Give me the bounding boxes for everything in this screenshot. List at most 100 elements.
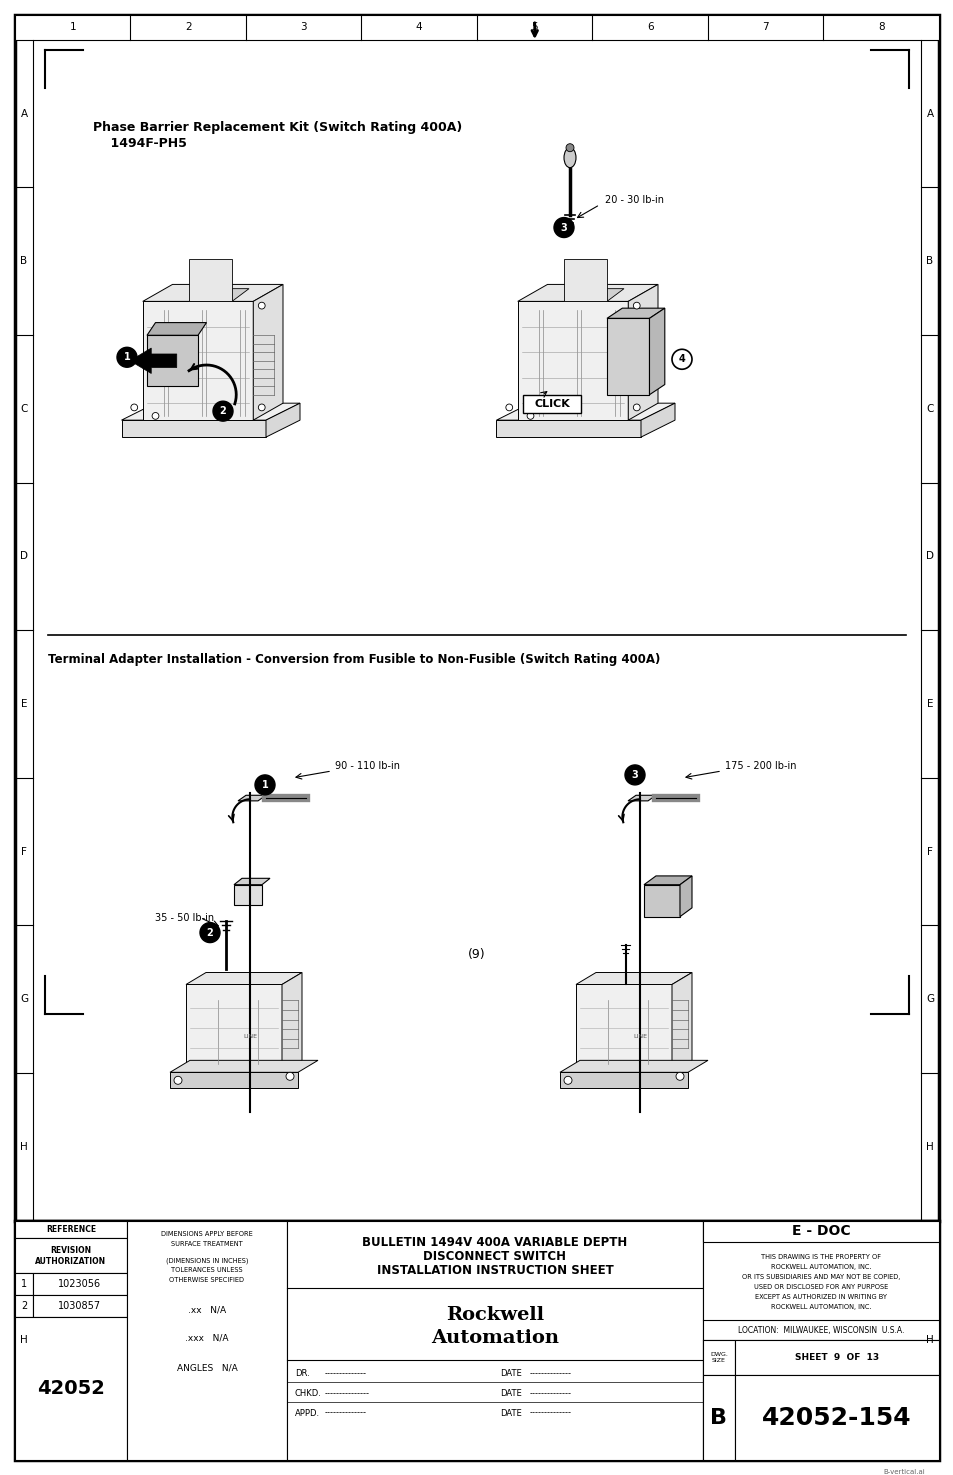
Text: 1: 1 (261, 780, 268, 791)
Circle shape (563, 1077, 572, 1084)
Text: G: G (925, 994, 933, 1004)
Polygon shape (170, 1061, 317, 1072)
Polygon shape (559, 1072, 687, 1089)
Text: 6: 6 (646, 22, 653, 32)
Polygon shape (517, 285, 658, 301)
Bar (702, 1220, 938, 1460)
Text: APPD.: APPD. (294, 1409, 320, 1417)
Text: B: B (710, 1407, 727, 1428)
Text: .xxx   N/A: .xxx N/A (185, 1333, 229, 1342)
Text: LOCATION:  MILWAUKEE, WISCONSIN  U.S.A.: LOCATION: MILWAUKEE, WISCONSIN U.S.A. (737, 1326, 903, 1335)
Polygon shape (576, 972, 691, 984)
Polygon shape (186, 984, 282, 1072)
Text: 3: 3 (300, 22, 307, 32)
Circle shape (671, 350, 691, 369)
Polygon shape (576, 984, 671, 1072)
Polygon shape (628, 285, 658, 420)
Circle shape (200, 923, 220, 943)
Circle shape (554, 217, 574, 237)
Text: --------------: -------------- (530, 1369, 572, 1378)
Text: B-vertical.ai: B-vertical.ai (882, 1469, 924, 1475)
Bar (15, 1239, 127, 1273)
Text: F: F (21, 847, 27, 857)
Text: 1030857: 1030857 (58, 1301, 101, 1311)
Text: ---------------: --------------- (325, 1388, 370, 1398)
Bar (15, 1273, 33, 1295)
Bar (15, 1295, 33, 1317)
Text: 3: 3 (631, 770, 638, 780)
Bar (15, 1220, 127, 1239)
Circle shape (258, 404, 265, 412)
Text: SURFACE TREATMENT: SURFACE TREATMENT (171, 1242, 243, 1248)
Text: 8: 8 (877, 22, 883, 32)
Circle shape (213, 401, 233, 422)
Text: 3: 3 (560, 223, 567, 233)
Text: DWG.
SIZE: DWG. SIZE (709, 1351, 727, 1363)
Text: B: B (925, 257, 933, 267)
Text: --------------: -------------- (530, 1409, 572, 1417)
Bar (33, 1295, 127, 1317)
Text: 2: 2 (21, 1301, 27, 1311)
Bar (15, 1317, 127, 1460)
Circle shape (152, 413, 159, 419)
Text: 42052: 42052 (37, 1379, 105, 1398)
Bar (33, 1273, 127, 1295)
Polygon shape (643, 885, 679, 916)
Polygon shape (147, 323, 206, 335)
Text: H: H (20, 1142, 28, 1152)
Text: 1: 1 (21, 1279, 27, 1289)
Text: H: H (20, 1335, 28, 1345)
Polygon shape (130, 348, 176, 373)
Text: (9): (9) (468, 948, 485, 962)
Text: LINE: LINE (633, 1034, 646, 1038)
Ellipse shape (563, 148, 576, 168)
Text: Automation: Automation (431, 1329, 558, 1347)
Text: 1: 1 (70, 22, 76, 32)
Bar (15, 15, 938, 1220)
Text: --------------: -------------- (325, 1369, 367, 1378)
Circle shape (527, 413, 534, 419)
Circle shape (676, 1072, 683, 1080)
Text: A: A (20, 109, 28, 118)
Text: (DIMENSIONS IN INCHES): (DIMENSIONS IN INCHES) (166, 1257, 248, 1264)
Polygon shape (496, 420, 640, 437)
Text: 2: 2 (207, 928, 213, 938)
Polygon shape (606, 319, 649, 395)
Text: 7: 7 (761, 22, 768, 32)
Circle shape (633, 404, 639, 412)
Text: EXCEPT AS AUTHORIZED IN WRITING BY: EXCEPT AS AUTHORIZED IN WRITING BY (754, 1295, 886, 1301)
Text: A: A (925, 109, 933, 118)
Bar (127, 1220, 287, 1460)
Text: OR ITS SUBSIDIARIES AND MAY NOT BE COPIED,: OR ITS SUBSIDIARIES AND MAY NOT BE COPIE… (741, 1274, 900, 1280)
Text: 2: 2 (185, 22, 192, 32)
Text: 90 - 110 lb-in: 90 - 110 lb-in (335, 761, 399, 771)
Bar (287, 1220, 702, 1460)
Polygon shape (190, 289, 249, 301)
Bar (702, 1220, 938, 1242)
Text: 1494F-PH5: 1494F-PH5 (92, 137, 187, 150)
Text: DATE: DATE (499, 1388, 521, 1398)
Text: Rockwell: Rockwell (445, 1307, 543, 1325)
Text: C: C (925, 404, 933, 414)
Text: E - DOC: E - DOC (791, 1224, 849, 1239)
Text: G: G (20, 994, 28, 1004)
Bar (702, 1375, 734, 1460)
Polygon shape (643, 876, 691, 885)
Text: DIMENSIONS APPLY BEFORE: DIMENSIONS APPLY BEFORE (161, 1232, 253, 1238)
Text: --------------: -------------- (530, 1388, 572, 1398)
Polygon shape (237, 795, 266, 801)
Bar (702, 1341, 734, 1375)
Polygon shape (564, 289, 623, 301)
Text: CLICK: CLICK (534, 400, 569, 409)
Text: SHEET  9  OF  13: SHEET 9 OF 13 (794, 1353, 878, 1361)
Bar (734, 1375, 938, 1460)
Circle shape (173, 1077, 182, 1084)
Text: D: D (20, 552, 28, 562)
Circle shape (117, 347, 137, 367)
Text: C: C (20, 404, 28, 414)
Polygon shape (233, 885, 262, 904)
Polygon shape (564, 260, 606, 301)
Text: 1: 1 (124, 353, 131, 363)
Text: B: B (20, 257, 28, 267)
Polygon shape (671, 972, 691, 1072)
